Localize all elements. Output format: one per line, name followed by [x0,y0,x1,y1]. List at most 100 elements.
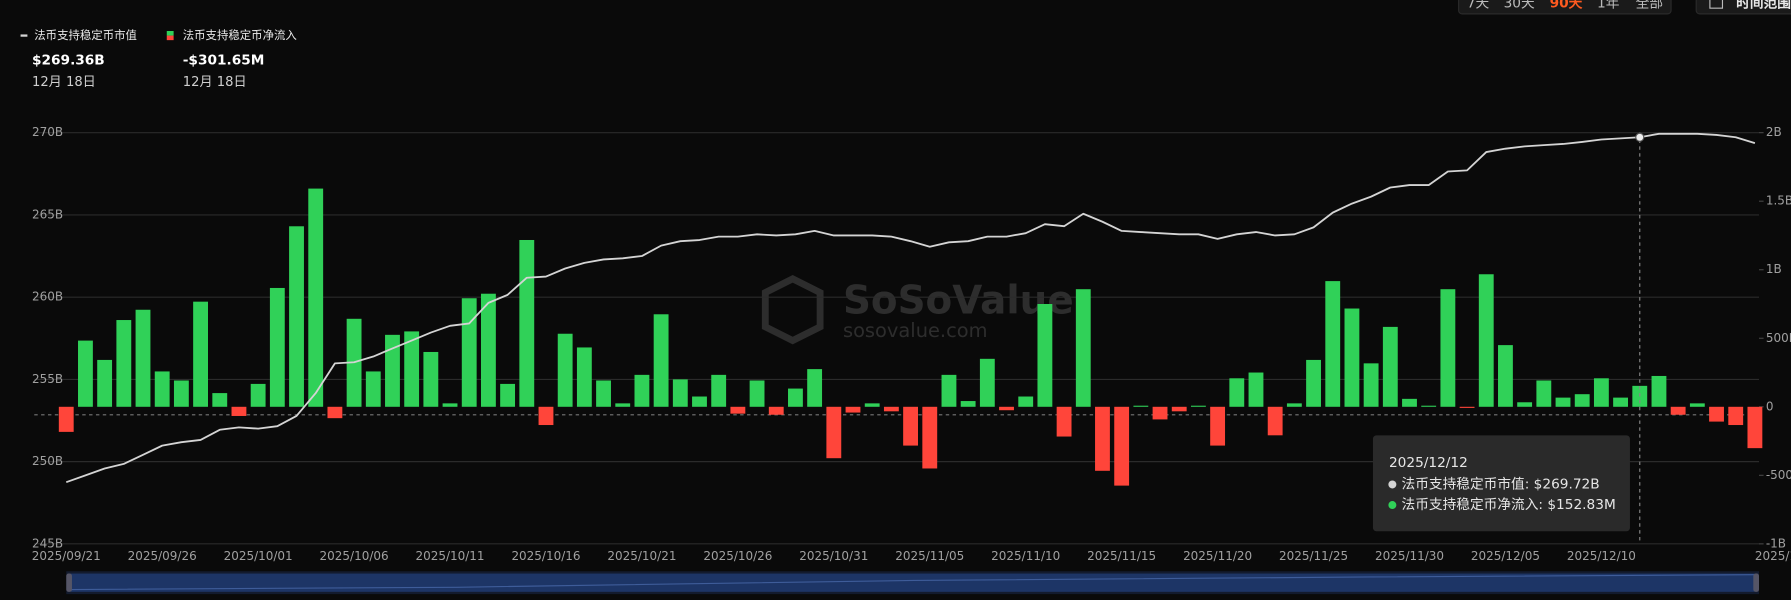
navigator-line [70,574,1755,591]
x-tick-label: 2025/12/18 [1755,549,1791,563]
bar [1248,372,1264,407]
bar [1114,406,1130,486]
range-picker[interactable] [1695,0,1791,15]
bar [845,406,861,413]
range-button[interactable]: 90天 [1550,0,1583,12]
range-button[interactable]: 30天 [1504,0,1535,12]
bar [557,333,573,407]
x-tick-label: 2025/10/31 [799,549,868,563]
navigator-handle[interactable] [1753,573,1760,592]
bar [576,347,592,407]
bar [634,374,650,407]
bar [960,401,976,407]
bar [1498,345,1513,407]
y2-tick-label: 0 [1766,399,1774,413]
x-tick-label: 2025/11/25 [1279,549,1348,563]
bar [1382,326,1398,407]
x-tick-label: 2025/09/26 [128,549,197,563]
hover-point [1635,132,1645,142]
watermark: SoSoValue sosovalue.com [761,275,1074,345]
x-tick-label: 2025/10/16 [511,549,580,563]
calendar-icon [1709,0,1724,9]
bar [922,406,938,469]
y2-tick-label: 1B [1766,262,1782,276]
range-button[interactable]: 7天 [1467,0,1490,12]
bar [1210,406,1226,446]
bar [154,371,170,407]
y-tick-label: 255B [32,372,63,386]
bar [864,403,880,407]
bar [1363,363,1379,407]
tooltip-title: 2025/12/12 [1389,455,1468,471]
legend-label[interactable]: 法币支持稳定币市值 [34,28,137,42]
bar [58,406,74,432]
bar [1459,406,1475,408]
bar [1325,281,1341,407]
range-button[interactable]: 全部 [1636,0,1663,12]
bar [1267,406,1283,436]
bar [97,359,113,407]
bar [1075,289,1091,407]
bar [788,388,803,407]
x-tick-label: 2025/12/05 [1471,549,1540,563]
x-tick-label: 2025/09/21 [32,549,101,563]
bar [1190,405,1206,407]
bar [442,403,458,407]
bar [1133,405,1149,407]
bar [1478,274,1494,407]
bar [404,331,420,407]
bar [826,406,842,459]
x-tick-label: 2025/11/15 [1087,549,1156,563]
bar [1747,406,1763,449]
bar [903,406,919,446]
bar [308,188,324,407]
bar [672,379,688,407]
y2-tick-label: -1B [1766,536,1786,550]
range-controls: 时间范围 7天 30天 90天 1年 全部 [1458,0,1791,15]
bar [979,358,995,407]
legend-label[interactable]: 法币支持稳定币净流入 [183,28,297,42]
x-tick-label: 2025/10/26 [703,549,772,563]
bar [1670,406,1686,415]
bar [173,380,189,407]
bar [231,406,247,416]
bar [1344,308,1360,407]
y-tick-label: 245B [32,536,63,550]
bar [1613,397,1629,407]
tooltip-item: 法币支持稳定币市值: $269.72B [1402,475,1600,492]
latest-value: -$301.65M [183,53,265,69]
bar [1574,394,1590,407]
tooltip-marker [1388,501,1397,510]
bar [883,406,899,412]
navigator-handle[interactable] [66,573,72,592]
bar [250,383,266,407]
bar [1728,406,1744,426]
bar [327,406,343,419]
range-picker-label[interactable]: 时间范围 [1736,0,1791,12]
bar [423,351,439,407]
bar [692,396,707,407]
watermark-site: sosovalue.com [843,319,988,342]
bar [1593,378,1609,407]
legend-bar-marker-positive [166,31,174,36]
bar [941,374,957,407]
tooltip-item: 法币支持稳定币净流入: $152.83M [1402,497,1616,513]
range-button[interactable]: 1年 [1597,0,1620,12]
latest-value: $269.36B [32,53,105,69]
bar [711,374,727,407]
bar [538,406,554,426]
bar [1517,402,1533,407]
y-tick-label: 250B [32,454,63,468]
tooltip-box [1372,435,1630,532]
bar [365,371,381,407]
y2-tick-label: 500M [1766,331,1791,345]
y2-tick-label: 2B [1766,125,1782,139]
bar [999,406,1014,411]
bar [1421,405,1437,407]
bar [1555,397,1571,407]
x-tick-label: 2025/11/30 [1375,549,1444,563]
y-tick-label: 260B [32,290,63,304]
x-tick-label: 2025/10/06 [320,549,389,563]
